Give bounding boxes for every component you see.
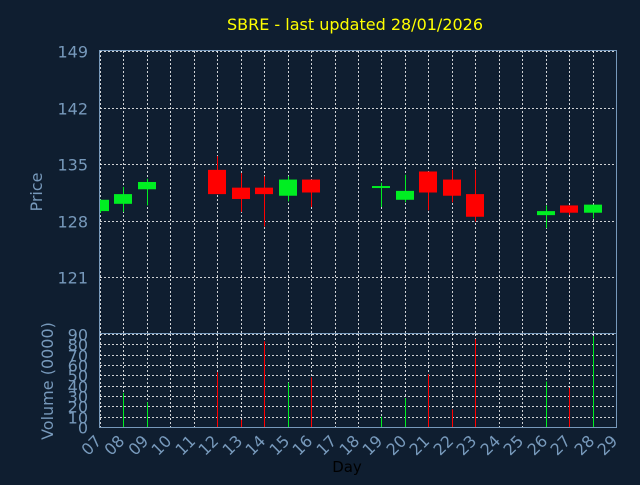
x-axis-label: Day bbox=[332, 458, 362, 476]
volume-axis-label: Volume (0000) bbox=[38, 322, 57, 440]
volume-tick-label: 90 bbox=[68, 326, 88, 345]
day-ticks: 0708091011121314151617181920212223242526… bbox=[77, 431, 621, 459]
candle-body bbox=[443, 179, 461, 196]
candle-body bbox=[419, 171, 437, 193]
price-ticks: 149 142 135 128 121 bbox=[57, 43, 88, 288]
price-tick-label: 149 bbox=[57, 43, 88, 62]
chart-title: SBRE - last updated 28/01/2026 bbox=[227, 15, 483, 34]
price-tick-label: 121 bbox=[57, 269, 88, 288]
volume-tick-label: 80 bbox=[68, 336, 88, 355]
price-marks bbox=[100, 156, 602, 229]
candle-body bbox=[560, 205, 578, 213]
candle-body bbox=[100, 199, 109, 212]
candle-body bbox=[255, 187, 273, 195]
volume-tick-label: 0 bbox=[78, 419, 88, 438]
volume-tick-label: 40 bbox=[68, 378, 88, 397]
candle-body bbox=[372, 186, 390, 189]
candle-body bbox=[114, 194, 132, 204]
candle-body bbox=[302, 179, 320, 193]
volume-tick-label: 20 bbox=[68, 398, 88, 417]
volume-panel-frame bbox=[99, 333, 617, 428]
candle-body bbox=[396, 190, 414, 200]
volume-tick-label: 60 bbox=[68, 357, 88, 376]
price-tick-label: 135 bbox=[57, 156, 88, 175]
candle-body bbox=[279, 179, 297, 196]
volume-tick-label: 10 bbox=[68, 409, 88, 428]
volume-tick-label: 30 bbox=[68, 388, 88, 407]
candle-body bbox=[232, 187, 250, 199]
candle-body bbox=[537, 211, 555, 216]
candle-body bbox=[138, 181, 156, 190]
candle-body bbox=[466, 194, 484, 217]
candle-body bbox=[208, 169, 226, 195]
volume-tick-label: 50 bbox=[68, 367, 88, 386]
volume-marks bbox=[123, 336, 594, 427]
y-axis-label: Price bbox=[27, 172, 46, 211]
volume-tick-label: 70 bbox=[68, 347, 88, 366]
candle-body bbox=[584, 204, 602, 213]
price-tick-label: 128 bbox=[57, 213, 88, 232]
price-tick-label: 142 bbox=[57, 100, 88, 119]
